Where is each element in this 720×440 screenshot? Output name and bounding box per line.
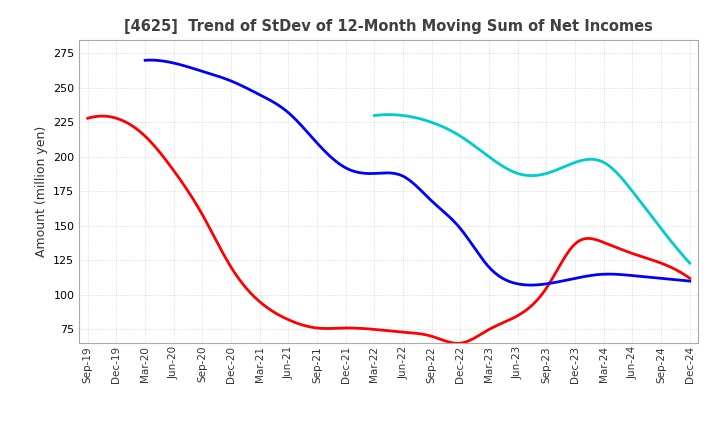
5 Years <box>476 253 485 259</box>
7 Years <box>558 165 567 170</box>
5 Years <box>141 58 150 63</box>
Y-axis label: Amount (million yen): Amount (million yen) <box>35 126 48 257</box>
Line: 7 Years: 7 Years <box>374 114 690 263</box>
5 Years <box>685 279 694 284</box>
3 Years <box>685 276 694 281</box>
7 Years <box>370 113 379 118</box>
5 Years <box>527 282 536 288</box>
5 Years <box>146 58 155 63</box>
3 Years <box>454 341 462 346</box>
7 Years <box>637 200 646 205</box>
Line: 5 Years: 5 Years <box>145 60 690 285</box>
Line: 3 Years: 3 Years <box>88 116 690 343</box>
3 Years <box>595 238 603 243</box>
7 Years <box>559 165 567 170</box>
7 Years <box>384 112 392 117</box>
7 Years <box>685 260 694 266</box>
3 Years <box>456 341 464 346</box>
Legend: 3 Years, 5 Years, 7 Years: 3 Years, 5 Years, 7 Years <box>235 434 542 440</box>
3 Years <box>98 114 107 119</box>
3 Years <box>84 116 92 121</box>
5 Years <box>603 271 612 277</box>
3 Years <box>444 339 452 345</box>
3 Years <box>633 253 642 258</box>
5 Years <box>638 274 647 279</box>
7 Years <box>372 113 380 118</box>
5 Years <box>143 58 151 63</box>
5 Years <box>465 238 474 243</box>
7 Years <box>657 226 666 231</box>
7 Years <box>564 162 573 168</box>
3 Years <box>442 339 451 344</box>
3 Years <box>86 115 94 120</box>
5 Years <box>467 241 475 246</box>
Title: [4625]  Trend of StDev of 12-Month Moving Sum of Net Incomes: [4625] Trend of StDev of 12-Month Moving… <box>125 19 653 34</box>
